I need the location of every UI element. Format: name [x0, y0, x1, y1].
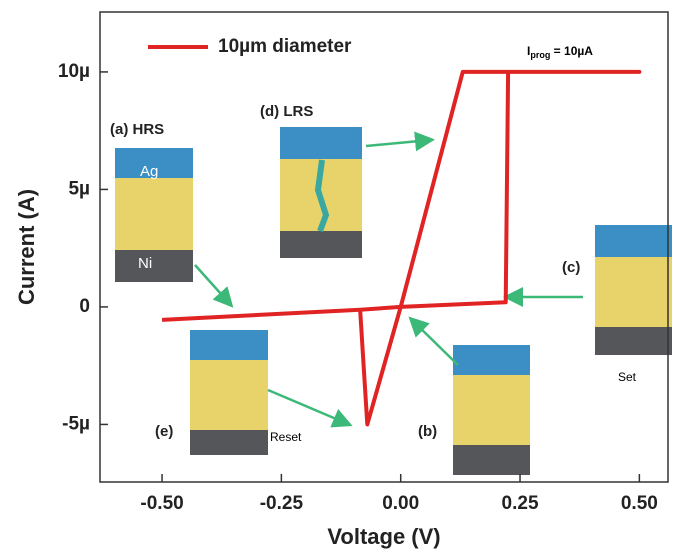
annotation: = 10µA	[550, 44, 593, 58]
series-line	[161, 69, 642, 427]
annotation: I	[527, 44, 530, 58]
y-tick-label: -5µ	[62, 413, 90, 434]
annotation: Ag	[140, 163, 158, 180]
annotation: Set	[618, 370, 637, 384]
annotation: (e)	[155, 423, 173, 440]
annotation: Ni	[138, 255, 152, 272]
x-tick-label: 0.25	[502, 493, 539, 514]
annotation: prog	[530, 50, 550, 60]
x-axis-label: Voltage (V)	[327, 524, 440, 549]
x-tick-label: 0.00	[382, 493, 419, 514]
y-tick-label: 5µ	[68, 178, 90, 199]
annotation: (d) LRS	[260, 103, 313, 120]
x-tick-label: -0.25	[260, 493, 304, 514]
y-tick-label: 10µ	[58, 61, 90, 82]
annotation: (c)	[562, 259, 580, 276]
annotation: Iprog = 10µA	[527, 44, 593, 60]
y-tick-label: 0	[79, 296, 90, 317]
arrows	[194, 131, 583, 428]
y-axis-label: Current (A)	[14, 189, 39, 305]
annotation: Reset	[270, 430, 302, 444]
insets	[115, 127, 672, 475]
annotation: (a) HRS	[110, 121, 164, 138]
annotation: (b)	[418, 423, 437, 440]
plot-frame	[99, 11, 669, 483]
legend-label: 10µm diameter	[218, 36, 352, 57]
x-tick-label: 0.50	[621, 493, 658, 514]
x-tick-label: -0.50	[140, 493, 183, 514]
